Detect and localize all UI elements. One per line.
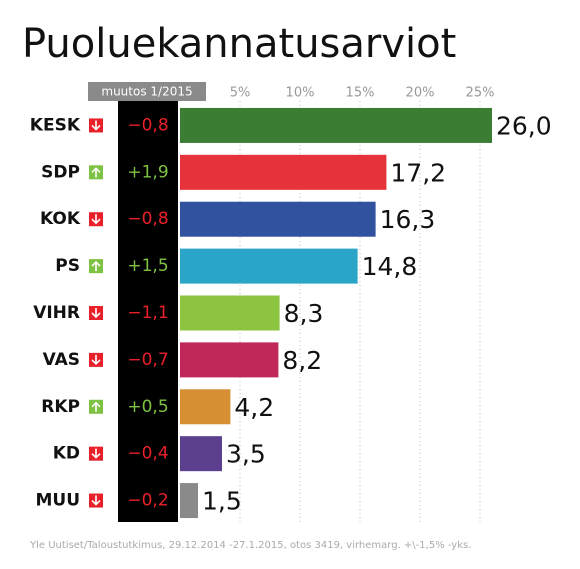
value-label: 26,0 bbox=[496, 111, 552, 140]
change-label: +1,9 bbox=[127, 162, 168, 182]
bar bbox=[180, 295, 280, 331]
bar bbox=[180, 389, 231, 425]
category-label: KD bbox=[53, 444, 80, 464]
x-tick-label: 10% bbox=[286, 86, 315, 101]
x-tick-label: 15% bbox=[346, 86, 375, 101]
change-label: −1,1 bbox=[127, 303, 168, 323]
change-label: +0,5 bbox=[127, 397, 168, 417]
value-label: 17,2 bbox=[390, 158, 446, 187]
value-label: 8,2 bbox=[282, 346, 322, 375]
change-arrow bbox=[91, 214, 101, 225]
x-tick-label: 5% bbox=[230, 86, 251, 101]
value-label: 8,3 bbox=[284, 299, 324, 328]
category-label: RKP bbox=[41, 397, 80, 417]
change-header: muutos 1/2015 bbox=[101, 85, 192, 99]
category-label: SDP bbox=[41, 162, 80, 182]
value-label: 3,5 bbox=[226, 440, 266, 469]
category-label: KOK bbox=[40, 209, 81, 229]
category-label: MUU bbox=[35, 491, 80, 511]
change-label: +1,5 bbox=[127, 256, 168, 276]
source-note: Yle Uutiset/Taloustutkimus, 29.12.2014 -… bbox=[29, 540, 471, 551]
bar bbox=[180, 154, 387, 190]
change-arrow bbox=[91, 120, 101, 131]
change-label: −0,2 bbox=[127, 491, 168, 511]
category-label: VIHR bbox=[33, 303, 80, 323]
change-label: −0,8 bbox=[127, 209, 168, 229]
bar bbox=[180, 248, 358, 284]
category-label: VAS bbox=[43, 350, 80, 370]
value-label: 1,5 bbox=[202, 487, 242, 516]
change-arrow bbox=[91, 495, 101, 506]
x-tick-label: 20% bbox=[406, 86, 435, 101]
bar bbox=[180, 342, 279, 378]
change-column bbox=[118, 100, 178, 522]
change-label: −0,4 bbox=[127, 444, 168, 464]
bar bbox=[180, 436, 222, 472]
chart-title: Puoluekannatusarviot bbox=[22, 21, 456, 67]
bar bbox=[180, 483, 198, 519]
category-label: PS bbox=[55, 256, 80, 276]
change-header-box bbox=[88, 82, 206, 101]
bar bbox=[180, 107, 492, 143]
value-label: 4,2 bbox=[234, 393, 274, 422]
x-tick-label: 25% bbox=[466, 86, 495, 101]
category-label: KESK bbox=[30, 115, 81, 135]
value-label: 16,3 bbox=[380, 205, 436, 234]
change-label: −0,7 bbox=[127, 350, 168, 370]
change-arrow bbox=[91, 448, 101, 459]
change-arrow bbox=[91, 260, 101, 272]
change-arrow bbox=[91, 308, 101, 319]
value-label: 14,8 bbox=[362, 252, 418, 281]
bar bbox=[180, 201, 376, 237]
change-arrow bbox=[91, 354, 101, 366]
change-arrow bbox=[91, 167, 101, 178]
change-label: −0,8 bbox=[127, 115, 168, 135]
change-arrow bbox=[91, 401, 101, 412]
